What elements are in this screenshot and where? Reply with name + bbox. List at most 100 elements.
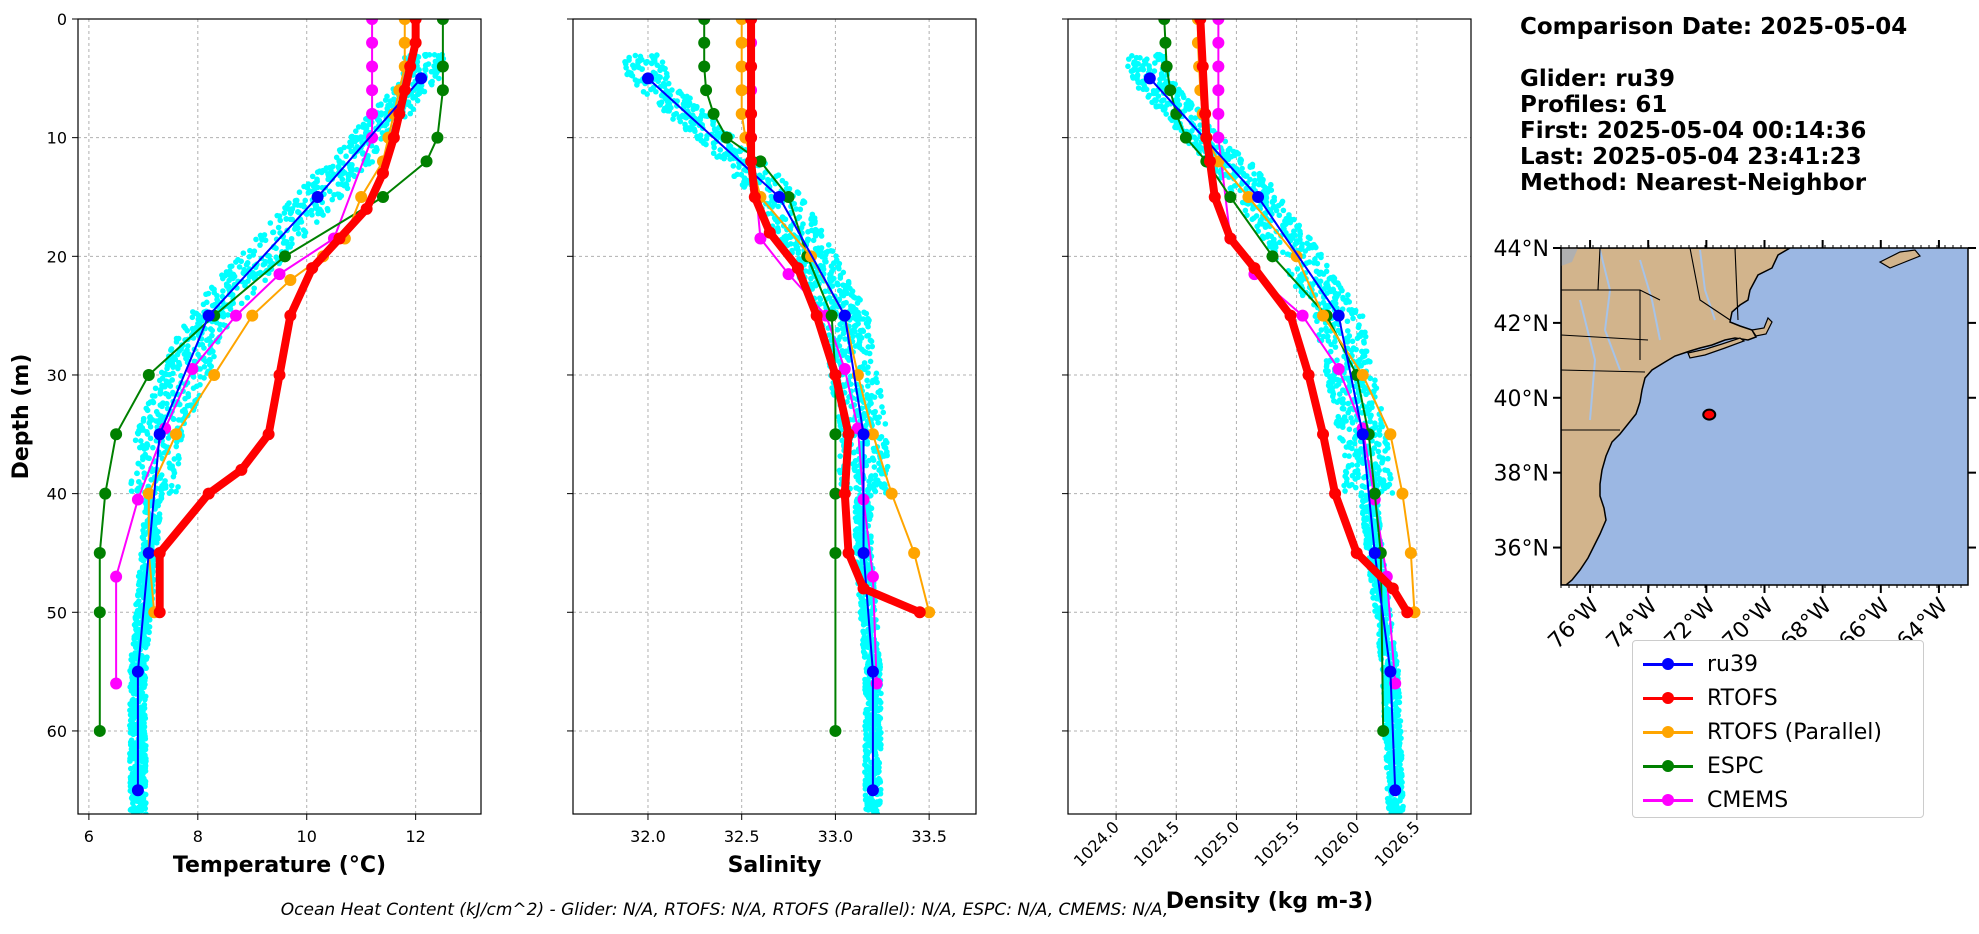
data-point [838,309,851,322]
glider-observation [657,67,663,74]
glider-observation [809,211,816,218]
glider-observation [1352,307,1359,314]
glider-observation [859,601,866,608]
glider-observation [644,91,650,97]
glider-observation [804,238,811,244]
glider-observation [168,488,175,495]
glider-observation [1180,92,1186,98]
glider-observation [1276,239,1283,246]
glider-observation [153,516,159,523]
y-tick-label: 50 [47,603,67,622]
glider-observation [1314,318,1320,325]
glider-observation [1158,98,1165,104]
glider-observation [1383,739,1390,745]
glider-observation [1151,88,1158,95]
glider-observation [260,261,267,268]
glider-observation [793,206,799,212]
glider-observation [251,248,258,255]
glider-observation [351,172,357,179]
glider-observation [1376,427,1383,434]
data-point [436,60,449,73]
glider-observation [1382,698,1389,704]
glider-observation [154,534,161,541]
glider-observation [741,166,748,173]
data-point [857,428,870,441]
glider-observation [837,453,844,459]
glider-observation [138,764,145,771]
glider-observation [837,469,844,476]
glider-observation [1346,307,1352,313]
glider-observation [791,200,798,207]
glider-observation [190,385,197,391]
glider-observation [164,363,171,369]
chart-panel-2: 1024.0 1024.5 1025.0 1025.5 1026.0 1026.5Dens… [1062,18,1472,914]
glider-observation [1359,503,1365,510]
glider-observation [795,250,802,256]
glider-observation [789,247,795,254]
glider-observation [301,183,307,190]
data-point [142,546,155,559]
glider-observation [1306,245,1312,251]
glider-observation [1291,216,1297,223]
data-point [857,546,870,559]
glider-observation [866,478,872,485]
glider-observation [868,533,874,539]
y-axis-label: Depth (m) [9,354,34,480]
glider-observation [874,760,881,766]
glider-observation [656,100,663,106]
glider-observation [779,214,786,220]
glider-observation [648,86,654,93]
data-point [306,262,319,275]
data-point [791,262,804,275]
glider-observation [1332,320,1339,327]
glider-observation [1360,383,1366,389]
glider-observation [137,604,144,610]
glider-observation [135,478,142,485]
glider-observation [1368,412,1374,419]
data-point [866,665,879,678]
data-point [110,570,123,583]
glider-observation [1226,145,1233,152]
data-point [436,84,449,97]
glider-observation [418,88,425,95]
glider-observation [185,343,191,349]
glider-observation [1349,419,1356,425]
glider-observation [305,189,312,196]
glider-observation [774,225,781,231]
glider-observation [1372,464,1378,471]
glider-observation [1389,805,1395,811]
glider-observation [325,176,331,183]
glider-observation [868,392,875,399]
glider-observation [1355,324,1362,331]
glider-observation [664,99,671,105]
glider-observation [296,189,303,196]
glider-observation [654,52,660,58]
glider-observation [870,409,877,416]
glider-observation [146,420,153,426]
glider-observation [1327,387,1333,394]
glider-observation [226,272,233,278]
glider-observation [1236,169,1243,175]
glider-observation [127,667,133,674]
glider-observation [664,73,670,80]
glider-observation [138,438,144,444]
glider-observation [668,104,674,111]
glider-observation [632,52,639,59]
glider-observation [864,438,870,445]
glider-observation [717,147,724,153]
data-point [436,19,449,25]
x-tick-label: 10 [297,827,317,846]
glider-observation [866,504,872,511]
glider-observation [1323,325,1329,332]
glider-observation [262,277,268,284]
glider-observation [387,98,394,104]
glider-observation [1397,718,1403,724]
glider-observation [131,636,138,642]
glider-observation [342,181,349,187]
glider-observation [1346,444,1353,450]
glider-observation [865,315,871,322]
glider-observation [650,69,657,76]
glider-observation [130,690,137,697]
glider-observation [1368,577,1374,584]
glider-observation [864,392,870,398]
